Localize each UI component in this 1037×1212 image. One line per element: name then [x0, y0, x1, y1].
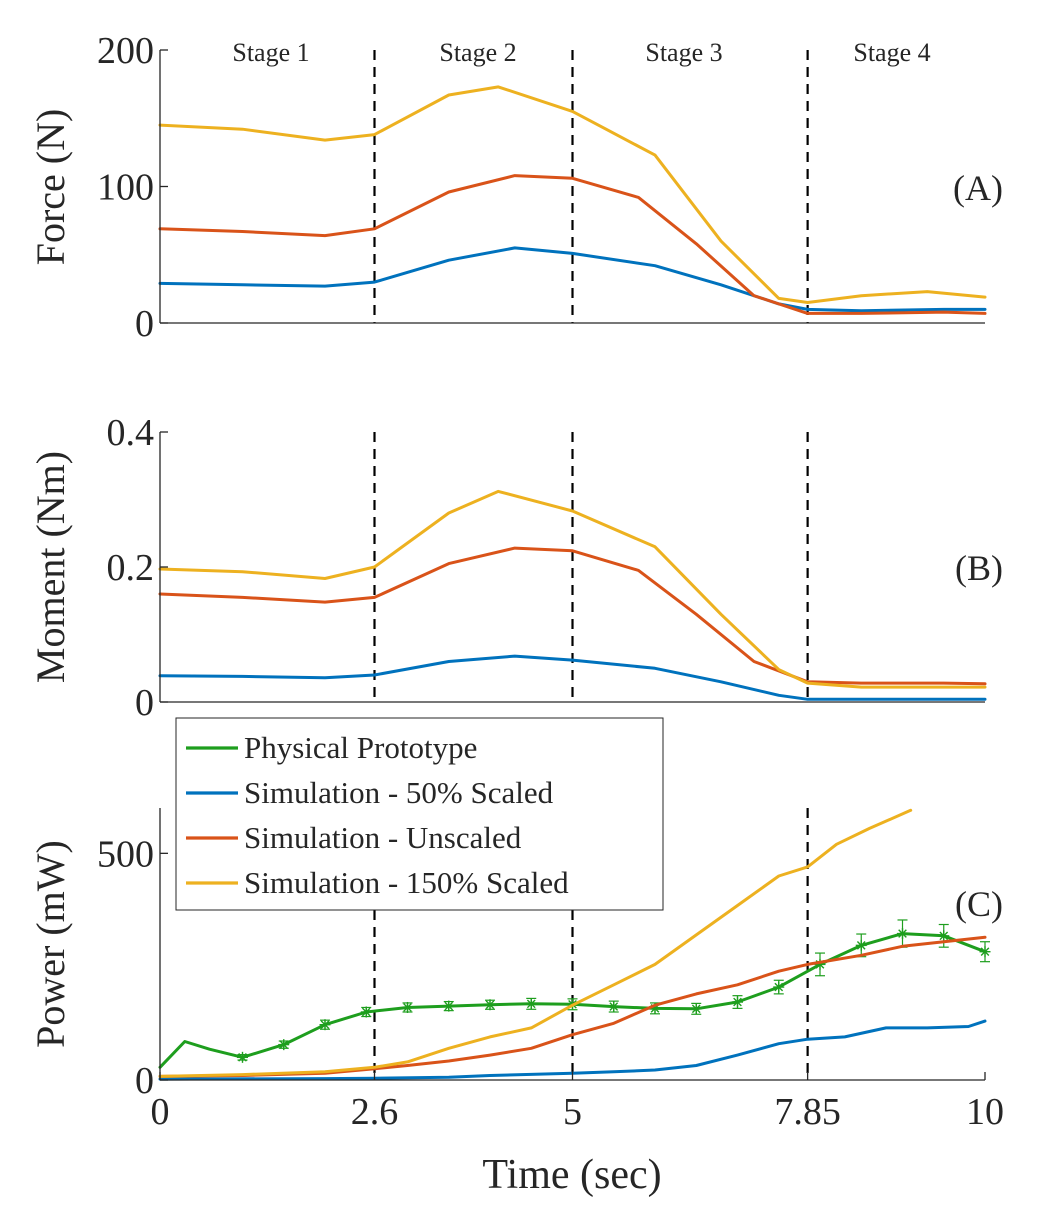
data-point-marker	[319, 1019, 331, 1031]
legend: Physical Prototype Simulation - 50% Scal…	[175, 717, 664, 911]
data-point-marker	[773, 979, 785, 995]
x-tick-label: 2.6	[351, 1091, 399, 1133]
legend-label-50-scaled: Simulation - 50% Scaled	[244, 775, 554, 810]
data-point-marker	[690, 1002, 702, 1015]
series-line-simulation-unscaled	[158, 174, 987, 315]
x-tick-label: 7.85	[774, 1091, 841, 1133]
asterisk-stroke	[238, 1052, 247, 1062]
panel-a-lines	[158, 50, 987, 323]
data-point-marker	[484, 999, 496, 1011]
asterisk-stroke	[856, 941, 866, 950]
panel-c-ylabel: Power (mW)	[28, 840, 73, 1048]
series-line-simulation-150-scaled	[158, 808, 913, 1078]
panel-b-yticks: 0 0.2 0.4	[107, 412, 168, 724]
asterisk-stroke	[485, 1000, 495, 1010]
series-line-simulation-50-scaled	[158, 246, 987, 313]
y-tick-label: 0.2	[107, 547, 155, 589]
panel-a: 0 100 200 Force (N) (A) Stage 1 Stage 2 St…	[28, 30, 1003, 345]
panel-a-yticks: 0 100 200	[97, 30, 168, 345]
panel-a-ylabel: Force (N)	[28, 109, 73, 266]
panel-a-label: (A)	[953, 168, 1003, 208]
panel-c-xticks: 0 2.6 5 7.85 10	[151, 1072, 1004, 1133]
data-point-marker	[732, 995, 743, 1009]
series-line-physical-prototype	[158, 932, 987, 1069]
x-tick-label: 10	[966, 1091, 1004, 1133]
y-tick-label: 0	[135, 303, 154, 345]
y-tick-label: 500	[97, 833, 154, 875]
data-point-marker	[525, 997, 537, 1010]
series-line-simulation-150-scaled	[158, 489, 987, 689]
series-line-simulation-50-scaled	[158, 654, 987, 701]
x-tick-label: 5	[563, 1091, 582, 1133]
asterisk-stroke	[320, 1020, 330, 1030]
data-point-marker	[237, 1051, 248, 1063]
panel-b-ylabel: Moment (Nm)	[28, 451, 73, 683]
y-tick-label: 0	[135, 1060, 154, 1102]
asterisk-stroke	[980, 947, 990, 957]
data-point-marker	[897, 919, 908, 948]
data-point-marker	[443, 1000, 455, 1012]
panel-c-yticks: 0 500	[97, 833, 168, 1102]
data-point-marker	[938, 923, 950, 948]
y-tick-label: 0	[135, 682, 154, 724]
asterisk-stroke	[526, 999, 536, 1009]
stage-1-label: Stage 1	[232, 38, 309, 67]
y-tick-label: 0.4	[107, 412, 155, 454]
asterisk-stroke	[403, 1003, 412, 1012]
y-tick-label: 100	[97, 167, 154, 209]
panel-c-lines	[158, 808, 991, 1081]
data-point-marker	[402, 1001, 413, 1013]
stage-4-label: Stage 4	[853, 38, 930, 67]
asterisk-stroke	[774, 982, 784, 992]
asterisk-stroke	[279, 1040, 289, 1049]
legend-box	[175, 717, 664, 911]
legend-label-unscaled: Simulation - Unscaled	[244, 820, 522, 855]
data-point-marker	[278, 1039, 290, 1051]
data-point-marker	[608, 1000, 620, 1013]
y-tick-label: 200	[97, 30, 154, 72]
x-tick-label: 0	[151, 1091, 170, 1133]
legend-label-physical-prototype: Physical Prototype	[244, 730, 477, 765]
asterisk-stroke	[691, 1004, 701, 1014]
asterisk-stroke	[361, 1007, 371, 1017]
panel-b: 0 0.2 0.4 Moment (Nm) (B)	[28, 412, 1003, 724]
stage-2-label: Stage 2	[439, 38, 516, 67]
data-point-marker	[979, 941, 991, 963]
asterisk-stroke	[444, 1001, 454, 1011]
asterisk-stroke	[609, 1002, 619, 1011]
panel-b-label: (B)	[955, 548, 1003, 588]
asterisk-stroke	[939, 931, 949, 941]
series-line-simulation-unscaled	[158, 546, 987, 686]
legend-label-150-scaled: Simulation - 150% Scaled	[244, 865, 569, 900]
panel-c-label: (C)	[955, 884, 1003, 924]
data-point-marker	[360, 1006, 372, 1018]
series-line-simulation-50-scaled	[158, 1019, 987, 1081]
panel-b-lines	[158, 432, 987, 702]
panel-c: 0 500 0 2.6 5 7.85 10 Power (mW) (C) Time (se…	[28, 808, 1004, 1198]
series-line-simulation-150-scaled	[158, 85, 987, 304]
panel-c-xlabel: Time (sec)	[482, 1152, 661, 1198]
stage-3-label: Stage 3	[645, 38, 722, 67]
asterisk-stroke	[733, 997, 742, 1007]
asterisk-stroke	[898, 929, 907, 938]
